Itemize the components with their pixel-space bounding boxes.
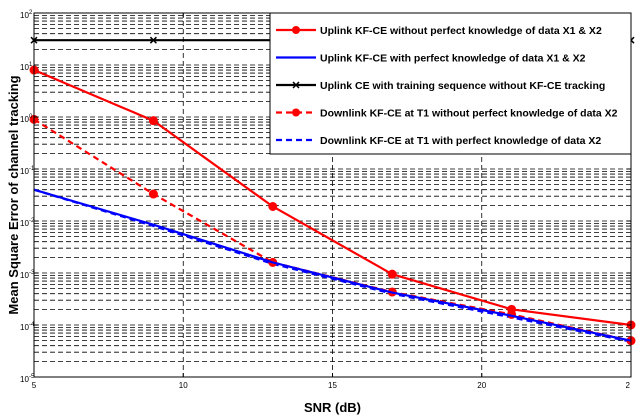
x-tick-label: 15 (328, 381, 337, 390)
y-tick-label: 10 (20, 323, 29, 332)
x-tick-label: 2 (626, 381, 631, 390)
data-point (148, 116, 158, 126)
y-tick-exponent: -5 (29, 374, 35, 380)
legend-entry: Uplink CE with training sequence without… (276, 80, 605, 92)
y-tick-exponent: 1 (29, 62, 33, 68)
legend: Uplink KF-CE without perfect knowledge o… (269, 12, 632, 155)
legend-label: Downlink KF-CE at T1 without perfect kno… (320, 108, 618, 120)
y-axis-label: Mean Square Error of channel tracking (6, 75, 21, 314)
legend-label: Uplink CE with training sequence without… (320, 80, 605, 92)
y-tick-exponent: -1 (29, 166, 35, 172)
y-tick-exponent: 2 (29, 10, 33, 16)
series-line (33, 68, 632, 327)
x-tick-label: 10 (179, 381, 188, 390)
legend-label: Uplink KF-CE without perfect knowledge o… (320, 25, 602, 37)
y-tick-label: 10 (20, 63, 29, 72)
series-2 (33, 188, 632, 342)
y-tick-exponent: 0 (29, 114, 33, 120)
series-line (33, 118, 632, 342)
data-point (387, 269, 397, 279)
y-tick-exponent: -3 (29, 270, 35, 276)
legend-entry: Uplink KF-CE with perfect knowledge of d… (276, 53, 586, 65)
legend-entry: Downlink KF-CE at T1 with perfect knowle… (276, 135, 601, 147)
legend-entry: Uplink KF-CE without perfect knowledge o… (276, 25, 602, 37)
data-point (149, 36, 157, 44)
legend-box (269, 12, 632, 155)
legend-swatch-marker (292, 81, 300, 89)
series-line (33, 188, 632, 342)
y-tick-exponent: -4 (29, 322, 35, 328)
y-tick-exponent: -2 (29, 218, 35, 224)
legend-label: Downlink KF-CE at T1 with perfect knowle… (320, 135, 601, 147)
x-axis-label: SNR (dB) (304, 400, 361, 415)
y-tick-label: 10 (20, 115, 29, 124)
data-point (268, 202, 278, 212)
y-tick-label: 10 (20, 219, 29, 228)
data-point (507, 304, 517, 314)
x-tick-label: 20 (477, 381, 486, 390)
y-tick-label: 10 (20, 375, 29, 384)
x-tick-label: 5 (32, 381, 37, 390)
legend-label: Uplink KF-CE with perfect knowledge of d… (320, 53, 586, 65)
legend-entry: Downlink KF-CE at T1 without perfect kno… (276, 108, 618, 120)
data-point (148, 189, 158, 199)
legend-swatch-marker (292, 26, 300, 34)
y-tick-label: 10 (20, 271, 29, 280)
legend-swatch-marker (292, 108, 300, 117)
y-tick-label: 10 (20, 167, 29, 176)
y-tick-label: 10 (20, 11, 29, 20)
